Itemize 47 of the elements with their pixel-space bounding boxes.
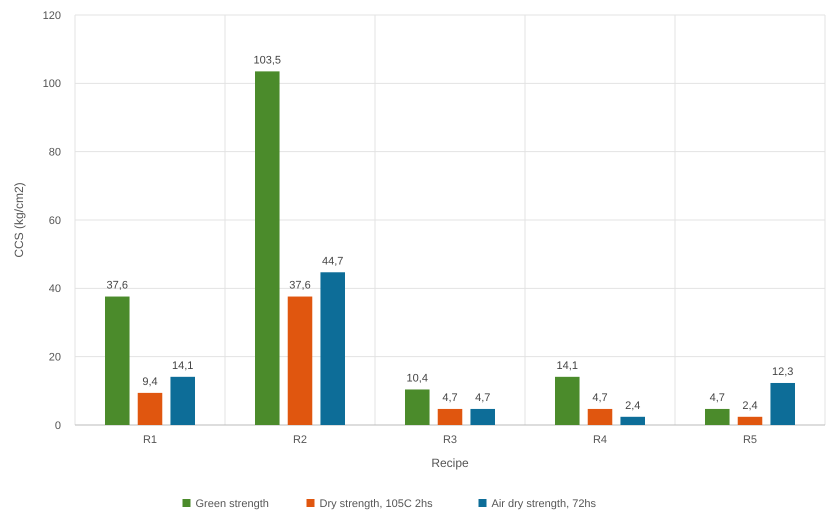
data-label: 44,7 [322, 255, 344, 268]
data-label: 103,5 [254, 54, 282, 66]
data-label: 14,1 [172, 360, 194, 372]
x-tick-label: R3 [442, 434, 458, 446]
y-tick-label: 20 [48, 352, 61, 364]
x-tick-label: R5 [742, 434, 758, 446]
y-tick-label: 100 [42, 78, 61, 90]
data-label: 12,3 [772, 366, 794, 378]
data-label: 2,4 [625, 400, 640, 412]
x-tick-label: R1 [142, 434, 158, 446]
y-tick-label: 40 [48, 283, 61, 296]
data-label: 9,4 [142, 376, 158, 388]
x-tick-label: R2 [292, 434, 308, 446]
bar [738, 416, 762, 425]
data-label: 2,4 [742, 400, 758, 412]
y-tick-label: 80 [48, 146, 61, 159]
legend-label: Air dry strength, 72hs [492, 498, 597, 510]
legend-label: Green strength [196, 498, 269, 510]
bar [620, 416, 645, 425]
bar [255, 71, 280, 425]
data-label: 10,4 [406, 372, 428, 384]
data-label: 4,7 [592, 392, 608, 404]
x-tick-label: R4 [592, 434, 608, 446]
legend-label: Dry strength, 105C 2hs [320, 498, 434, 510]
bar [405, 389, 430, 425]
data-label: 14,1 [556, 360, 578, 372]
data-label: 4,7 [710, 392, 725, 404]
y-tick-label: 120 [42, 10, 61, 22]
y-tick-label: 0 [54, 420, 61, 432]
data-label: 37,6 [106, 280, 128, 292]
bar [438, 408, 462, 425]
x-axis-title: Recipe [431, 456, 469, 470]
bar [770, 382, 795, 425]
data-label: 4,7 [442, 392, 458, 404]
data-label: 37,6 [289, 280, 311, 292]
bar [555, 376, 580, 425]
bar [470, 408, 495, 425]
y-tick-label: 60 [48, 214, 61, 227]
bar [705, 408, 730, 425]
bar [320, 272, 345, 425]
data-label: 4,7 [475, 392, 490, 404]
bar [138, 392, 162, 425]
bar [588, 408, 612, 425]
bar [170, 376, 195, 425]
bar [105, 296, 130, 425]
y-axis-title: CCS (kg/cm2) [12, 182, 26, 258]
bar [288, 296, 312, 425]
